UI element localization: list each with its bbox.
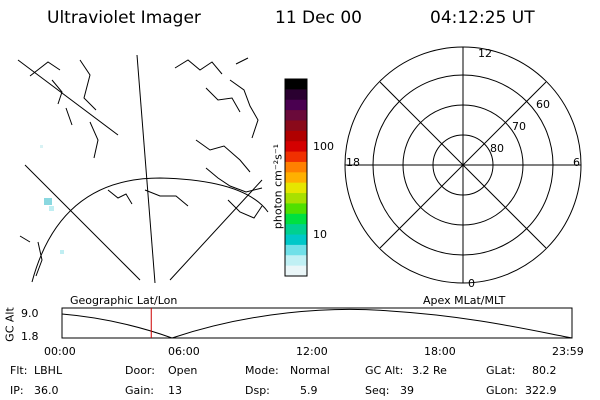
date-label: 11 Dec 00 bbox=[275, 8, 362, 28]
colorbar-segment bbox=[285, 110, 307, 122]
instrument-title: Ultraviolet Imager bbox=[47, 8, 201, 28]
colorbar-segment bbox=[285, 244, 307, 256]
colorbar-segment bbox=[285, 120, 307, 132]
colorbar-segment bbox=[285, 161, 307, 173]
x-tick-2359: 23:59 bbox=[552, 345, 584, 358]
mode-label: Mode: bbox=[245, 364, 279, 377]
map-coastline bbox=[29, 59, 99, 159]
glat-label: GLat: bbox=[486, 364, 516, 377]
mlt-label-0: 0 bbox=[468, 277, 475, 290]
seq-label: Seq: bbox=[365, 384, 390, 397]
gcalt-label: GC Alt: bbox=[365, 364, 404, 377]
colorbar-segment bbox=[285, 234, 307, 246]
mlt-label-6: 6 bbox=[573, 156, 580, 169]
gain-value: 13 bbox=[168, 384, 182, 397]
emission-spot bbox=[49, 206, 54, 211]
colorbar-segment bbox=[285, 151, 307, 163]
glon-label: GLon: bbox=[486, 384, 518, 397]
colorbar-segment bbox=[285, 182, 307, 194]
colorbar-segment bbox=[285, 89, 307, 101]
colorbar-tick-10: 10 bbox=[313, 228, 327, 241]
door-value: Open bbox=[168, 364, 198, 377]
lat-label-60: 60 bbox=[536, 98, 550, 111]
colorbar-segment bbox=[285, 213, 307, 225]
colorbar-segment bbox=[285, 172, 307, 184]
colorbar bbox=[284, 78, 308, 277]
emission-spot bbox=[44, 198, 52, 205]
ip-value: 36.0 bbox=[34, 384, 59, 397]
map-emission-spots bbox=[40, 145, 64, 254]
glon-value: 322.9 bbox=[525, 384, 557, 397]
glat-value: 80.2 bbox=[532, 364, 557, 377]
y-tick-1.8: 1.8 bbox=[21, 330, 39, 343]
dsp-label: Dsp: bbox=[245, 384, 270, 397]
flt-label: Flt: bbox=[10, 364, 28, 377]
door-label: Door: bbox=[125, 364, 155, 377]
gcalt-value: 3.2 Re bbox=[412, 364, 447, 377]
map-coastline bbox=[107, 189, 189, 207]
x-tick-1200: 12:00 bbox=[296, 345, 328, 358]
colorbar-segment bbox=[285, 224, 307, 236]
map-grid-line bbox=[136, 54, 156, 284]
colorbar-tick-100: 100 bbox=[313, 140, 334, 153]
timeline-right-label: Apex MLat/MLT bbox=[423, 294, 506, 307]
colorbar-segment bbox=[285, 130, 307, 142]
colorbar-segment bbox=[285, 193, 307, 205]
mlt-label-18: 18 bbox=[346, 156, 360, 169]
flt-value: LBHL bbox=[34, 364, 63, 377]
colorbar-segment bbox=[285, 141, 307, 153]
polar-diagonal bbox=[379, 81, 547, 249]
colorbar-segment bbox=[285, 203, 307, 215]
time-label: 04:12:25 UT bbox=[430, 8, 535, 28]
timeline-frame bbox=[61, 307, 573, 339]
colorbar-frame bbox=[284, 78, 308, 277]
x-tick-0000: 00:00 bbox=[44, 345, 76, 358]
map-grid-line bbox=[169, 179, 263, 281]
timeline-left-label: Geographic Lat/Lon bbox=[70, 294, 178, 307]
colorbar-segment bbox=[285, 79, 307, 90]
emission-spot bbox=[60, 250, 64, 254]
ip-label: IP: bbox=[10, 384, 24, 397]
lat-label-70: 70 bbox=[512, 120, 526, 133]
y-tick-9: 9.0 bbox=[21, 307, 39, 320]
colorbar-segment bbox=[285, 265, 307, 277]
lat-label-80: 80 bbox=[490, 142, 504, 155]
colorbar-segment bbox=[285, 255, 307, 267]
mlt-label-12: 12 bbox=[478, 47, 492, 60]
dsp-value: 5.9 bbox=[300, 384, 318, 397]
colorbar-segment bbox=[285, 99, 307, 111]
x-tick-0600: 06:00 bbox=[168, 345, 200, 358]
mode-value: Normal bbox=[290, 364, 330, 377]
map-coastline bbox=[195, 139, 263, 219]
altitude-curve bbox=[61, 308, 573, 339]
map-grid-line bbox=[24, 164, 141, 281]
map-latitude-arc bbox=[31, 177, 269, 283]
seq-value: 39 bbox=[400, 384, 414, 397]
gain-label: Gain: bbox=[125, 384, 154, 397]
emission-spot bbox=[40, 145, 43, 148]
map-coastline bbox=[174, 57, 259, 139]
map-coastline bbox=[19, 235, 43, 277]
x-tick-1800: 18:00 bbox=[424, 345, 456, 358]
